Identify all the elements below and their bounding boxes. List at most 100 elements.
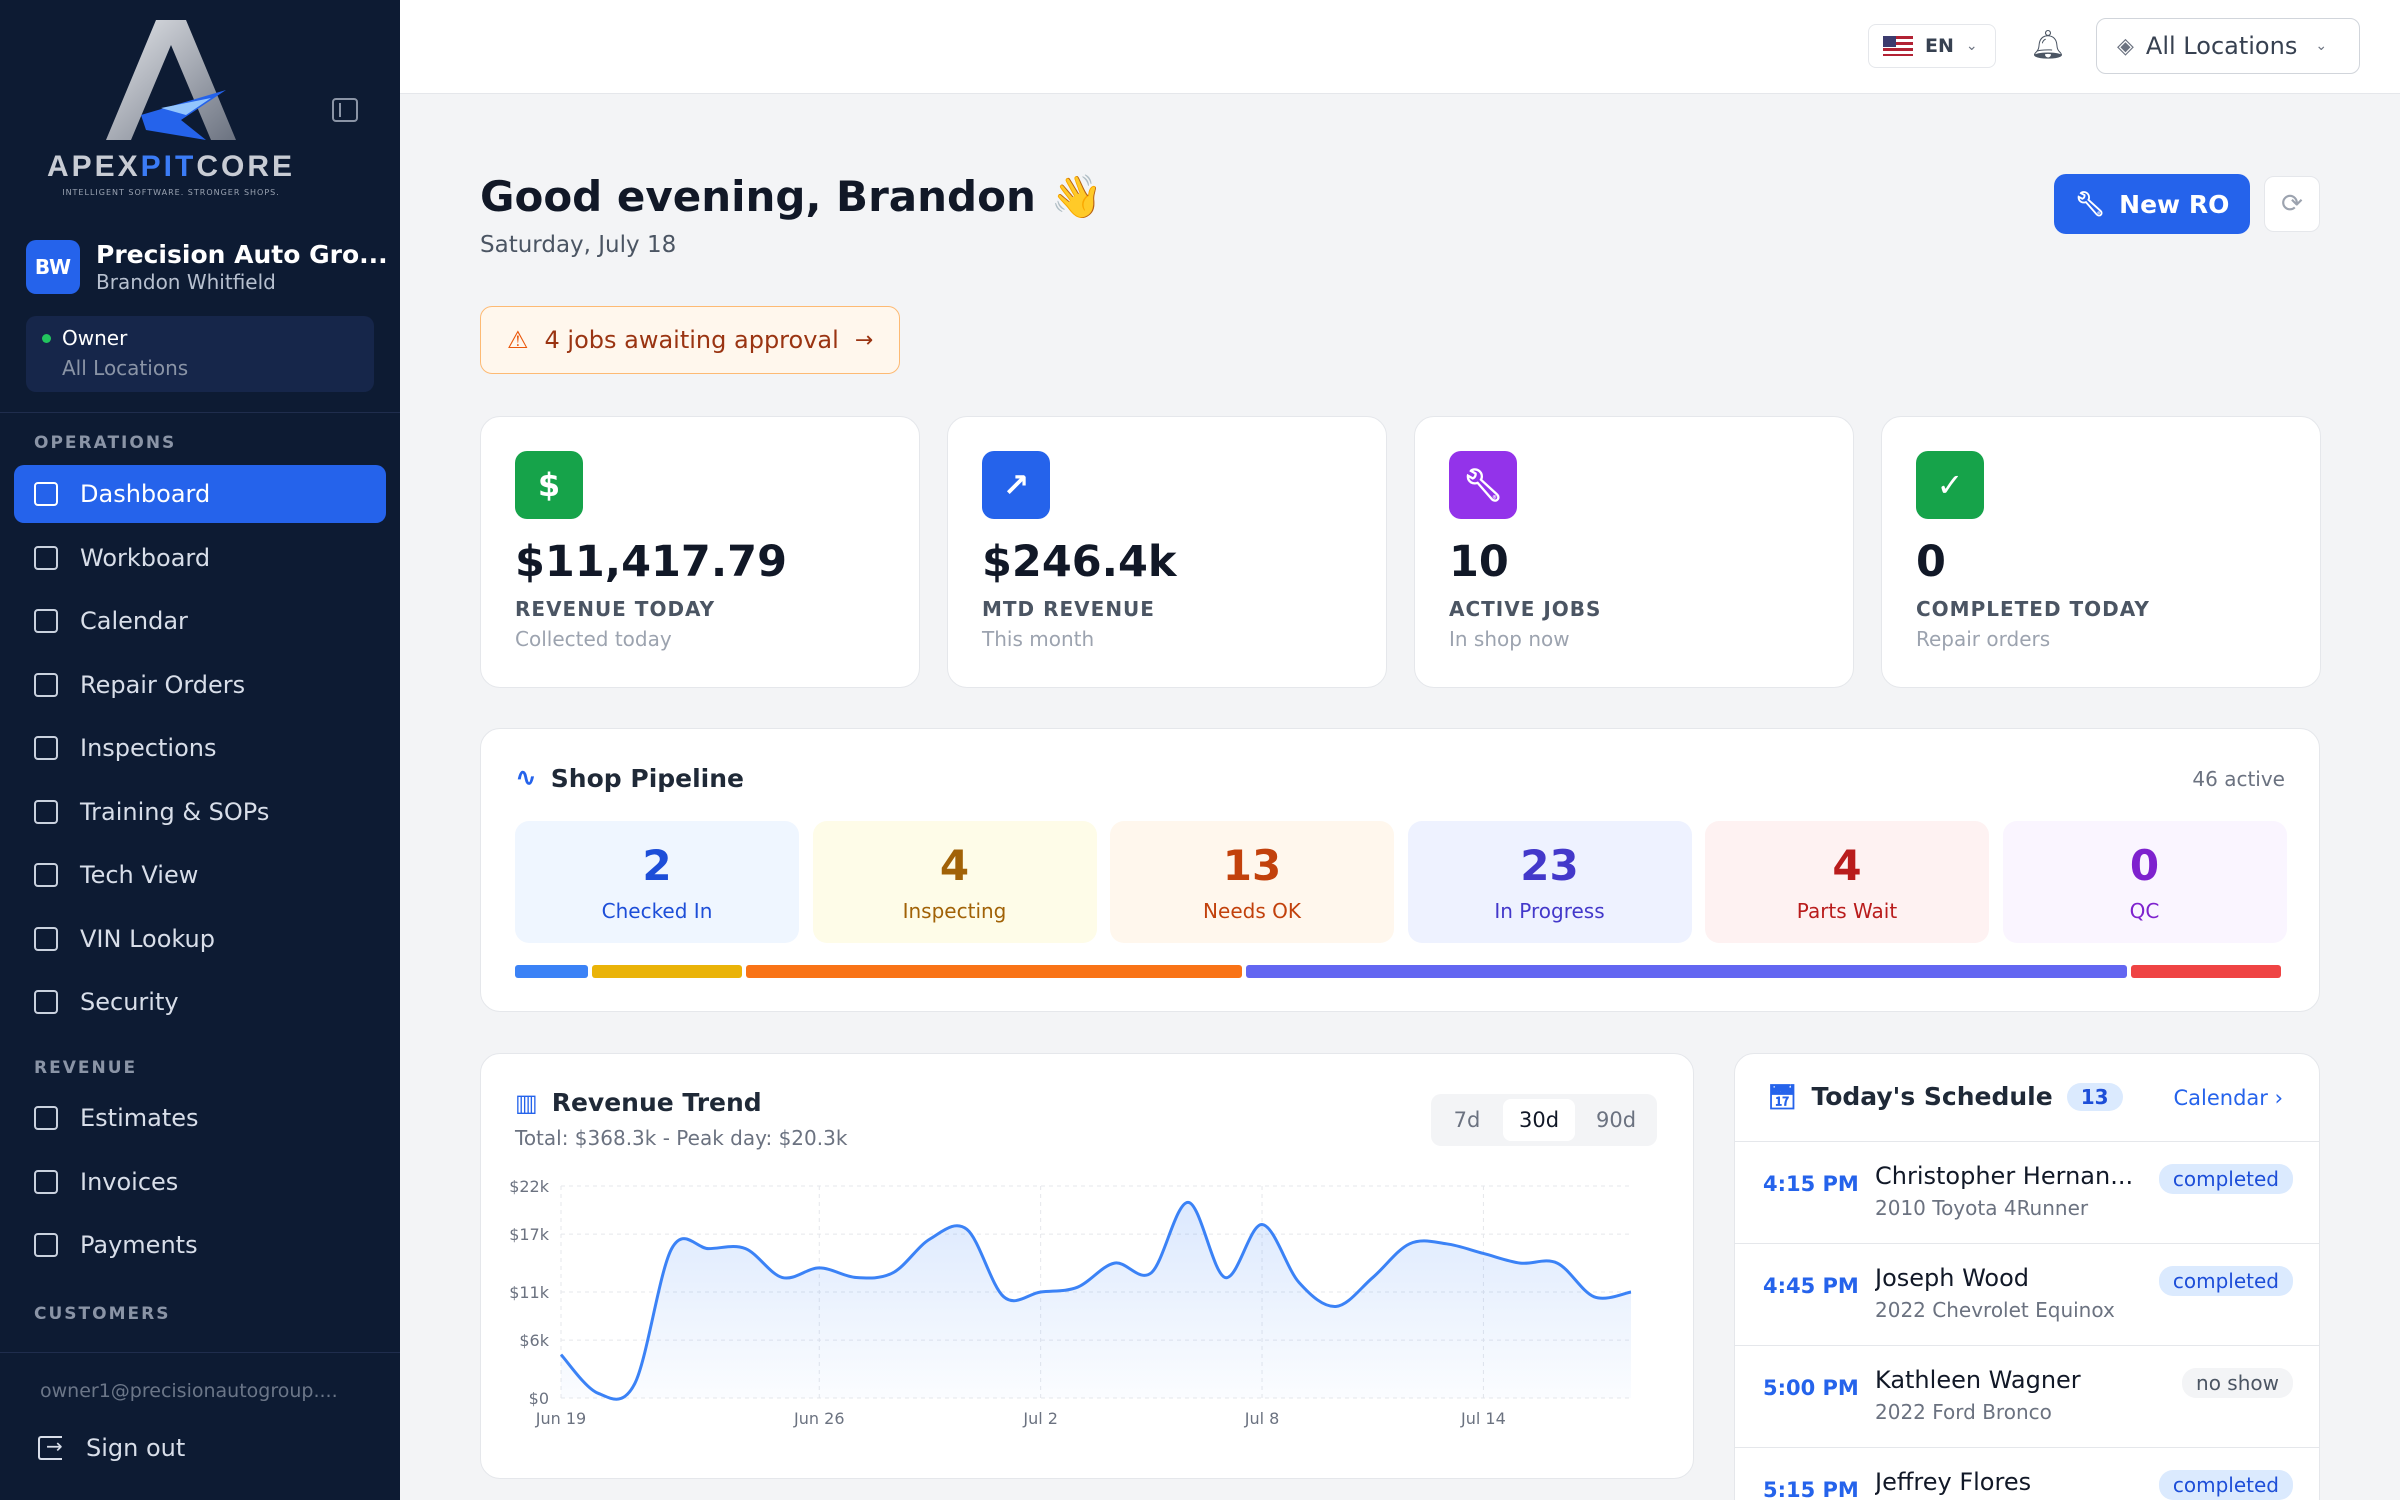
sidebar-item-repair-orders[interactable]: Repair Orders — [14, 656, 386, 714]
y-tick-label: $6k — [519, 1331, 549, 1350]
sidebar-item-label: Training & SOPs — [80, 797, 270, 826]
sidebar-item-label: VIN Lookup — [80, 924, 215, 953]
trending-up-icon: ↗ — [982, 451, 1050, 519]
sidebar-item-training-sops[interactable]: Training & SOPs — [14, 783, 386, 841]
chevron-down-icon: ⌄ — [2315, 38, 2328, 54]
brand-logo[interactable]: APEXPITCORE INTELLIGENT SOFTWARE. STRONG… — [26, 20, 316, 200]
shop-pipeline-card: ∿ Shop Pipeline 46 active 2 Checked In 4 In… — [480, 728, 2320, 1012]
approval-alert[interactable]: ⚠ 4 jobs awaiting approval → — [480, 306, 900, 374]
pipeline-title: ∿ Shop Pipeline — [515, 763, 744, 793]
sidebar-divider — [0, 1352, 400, 1353]
org-switcher[interactable]: BW Precision Auto Gro... Brandon Whitfie… — [26, 240, 388, 296]
stage-count: 2 — [642, 841, 672, 890]
wrench-icon: 🔧︎ — [2074, 190, 2106, 218]
sidebar-item-label: Workboard — [80, 543, 211, 572]
stat-subtitle: This month — [982, 627, 1095, 651]
section-title-operations: OPERATIONS — [34, 433, 177, 453]
schedule-item[interactable]: 5:00 PM Kathleen Wagner 2022 Ford Bronco no… — [1735, 1346, 2319, 1448]
appointment-time: 5:15 PM — [1763, 1478, 1859, 1500]
stat-label: REVENUE TODAY — [515, 597, 716, 621]
page-date: Saturday, July 18 — [480, 232, 677, 258]
chevron-down-icon: ⌄ — [1965, 38, 1978, 54]
sidebar-item-vin-lookup[interactable]: VIN Lookup — [14, 910, 386, 968]
status-badge: completed — [2158, 1266, 2293, 1296]
stat-subtitle: Collected today — [515, 627, 672, 651]
sidebar: APEXPITCORE INTELLIGENT SOFTWARE. STRONG… — [0, 0, 400, 1500]
pipeline-bar-segment — [591, 965, 742, 978]
chevron-right-icon: › — [2274, 1086, 2283, 1110]
stage-label: Inspecting — [902, 899, 1007, 923]
appointment-time: 4:15 PM — [1763, 1172, 1859, 1196]
credit-card-icon — [34, 1233, 58, 1257]
schedule-item[interactable]: 5:15 PM Jeffrey Flores completed — [1735, 1448, 2319, 1500]
stat-subtitle: Repair orders — [1916, 627, 2051, 651]
logo-mark-icon — [106, 20, 236, 140]
user-name: Brandon Whitfield — [96, 270, 276, 294]
pipeline-count: 46 active — [2192, 767, 2285, 791]
range-30d-button[interactable]: 30d — [1503, 1099, 1575, 1141]
sign-out-button[interactable]: Sign out — [38, 1428, 338, 1468]
columns-icon — [34, 545, 58, 570]
sidebar-item-estimates[interactable]: Estimates — [14, 1089, 386, 1147]
language-select[interactable]: EN ⌄ — [1868, 24, 1996, 68]
pipeline-stage[interactable]: 4 Parts Wait — [1705, 821, 1989, 943]
customer-name: Kathleen Wagner — [1875, 1366, 2081, 1394]
clipboard-icon — [34, 672, 58, 697]
sidebar-item-calendar[interactable]: Calendar — [14, 592, 386, 650]
stage-count: 13 — [1222, 841, 1282, 890]
sidebar-item-label: Dashboard — [80, 480, 211, 508]
revenue-area — [561, 1202, 1631, 1400]
calendar-icon — [34, 609, 58, 633]
vehicle: 2010 Toyota 4Runner — [1875, 1196, 2089, 1220]
sidebar-item-label: Calendar — [80, 607, 188, 635]
collapse-sidebar-icon[interactable] — [332, 98, 358, 122]
org-name: Precision Auto Gro... — [96, 240, 388, 269]
graduation-cap-icon — [34, 799, 58, 824]
pipeline-stage[interactable]: 0 QC — [2002, 821, 2287, 943]
sidebar-item-label: Invoices — [80, 1167, 179, 1196]
schedule-count-badge: 13 — [2066, 1082, 2123, 1111]
us-flag-icon — [1883, 36, 1913, 56]
refresh-button[interactable]: ⟳ — [2264, 176, 2320, 232]
revenue-trend-subtitle: Total: $368.3k - Peak day: $20.3k — [515, 1126, 848, 1150]
customer-name: Joseph Wood — [1875, 1264, 2030, 1292]
schedule-item[interactable]: 4:45 PM Joseph Wood 2022 Chevrolet Equinox… — [1735, 1244, 2319, 1346]
sidebar-item-workboard[interactable]: Workboard — [14, 529, 386, 587]
stage-label: QC — [2129, 899, 2160, 923]
pipeline-stage[interactable]: 23 In Progress — [1407, 821, 1692, 943]
y-tick-label: $0 — [529, 1389, 549, 1408]
sidebar-item-inspections[interactable]: Inspections — [14, 719, 386, 777]
range-7d-button[interactable]: 7d — [1453, 1108, 1481, 1132]
check-circle-icon: ✓ — [1916, 451, 1984, 519]
shield-icon — [34, 990, 58, 1014]
sidebar-item-security[interactable]: Security — [14, 973, 386, 1031]
pipeline-stage[interactable]: 4 Inspecting — [812, 821, 1097, 943]
location-select[interactable]: ◈ All Locations ⌄ — [2096, 18, 2360, 74]
stat-label: COMPLETED TODAY — [1916, 597, 2150, 621]
sign-out-label: Sign out — [86, 1434, 186, 1462]
sidebar-item-payments[interactable]: Payments — [14, 1216, 386, 1274]
bar-chart-icon: ▥ — [515, 1088, 538, 1117]
calendar-icon: 📅︎ — [1767, 1082, 1798, 1111]
new-ro-button[interactable]: 🔧︎ New RO — [2054, 174, 2250, 234]
bell-icon[interactable]: 🔔︎ — [2030, 28, 2066, 61]
sidebar-item-label: Payments — [80, 1231, 198, 1259]
pipeline-stage[interactable]: 13 Needs OK — [1110, 821, 1394, 943]
sidebar-item-tech-view[interactable]: Tech View — [14, 846, 386, 904]
sidebar-item-invoices[interactable]: Invoices — [14, 1153, 386, 1211]
role-box[interactable]: Owner All Locations — [26, 316, 374, 392]
sidebar-item-dashboard[interactable]: Dashboard — [14, 465, 386, 523]
role-name: Owner — [62, 326, 128, 350]
sidebar-divider — [0, 412, 400, 413]
schedule-item[interactable]: 4:15 PM Christopher Hernan... 2010 Toyota … — [1735, 1142, 2319, 1244]
pipeline-stage[interactable]: 2 Checked In — [515, 821, 799, 943]
revenue-trend-title: ▥ Revenue Trend — [515, 1088, 762, 1117]
range-90d-button[interactable]: 90d — [1595, 1108, 1637, 1132]
stage-count: 4 — [1832, 841, 1862, 890]
calendar-link[interactable]: Calendar › — [2173, 1086, 2283, 1110]
y-tick-label: $17k — [509, 1225, 550, 1244]
status-badge: completed — [2158, 1470, 2293, 1500]
x-tick-label: Jul 14 — [1460, 1409, 1506, 1428]
dollar-icon: $ — [515, 451, 583, 519]
schedule-title: 📅︎ Today's Schedule 13 — [1767, 1082, 2123, 1111]
